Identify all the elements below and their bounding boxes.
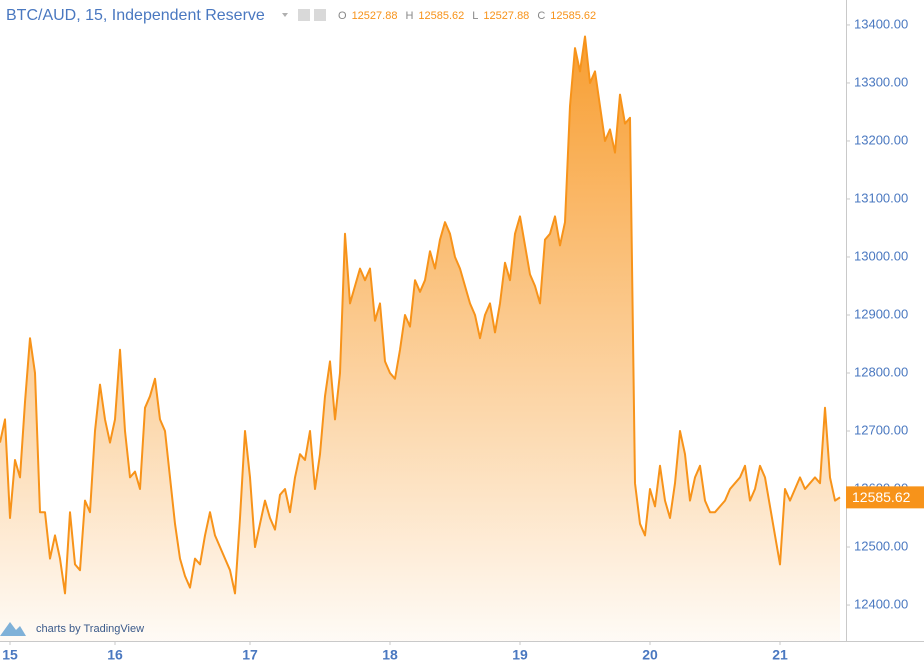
- ohlc-value: 12527.88: [352, 10, 398, 22]
- plot-area: [0, 35, 841, 641]
- ohlc-value: 12585.62: [550, 10, 596, 22]
- settings-icon[interactable]: [298, 9, 310, 21]
- x-tick-label: 18: [382, 647, 398, 663]
- last-price-box: [846, 486, 924, 509]
- tradingview-logo: [0, 622, 26, 636]
- y-tick-label: 13100.00: [854, 190, 908, 205]
- y-tick-label: 13000.00: [854, 248, 908, 263]
- y-tick-label: 12800.00: [854, 364, 908, 379]
- ohlc-legend: O 12527.88 H 12585.62 L 12527.88 C 12585.62: [338, 10, 596, 22]
- x-tick-label: 21: [772, 647, 788, 663]
- credit: charts by TradingView: [36, 623, 144, 635]
- x-tick-label: 16: [107, 647, 123, 663]
- ohlc-value: 12527.88: [483, 10, 529, 22]
- y-tick-label: 12400.00: [854, 596, 908, 611]
- y-tick-label: 13200.00: [854, 132, 908, 147]
- y-tick-label: 13300.00: [854, 74, 908, 89]
- y-tick-label: 12900.00: [854, 306, 908, 321]
- dropdown-icon[interactable]: [282, 13, 288, 17]
- y-tick-label: 12500.00: [854, 538, 908, 553]
- x-tick-label: 20: [642, 647, 658, 663]
- last-price-label: 12585.62: [852, 489, 911, 505]
- x-tick-label: 17: [242, 647, 258, 663]
- chart-title: BTC/AUD, 15, Independent Reserve: [6, 7, 265, 24]
- y-tick-label: 12700.00: [854, 422, 908, 437]
- logo-icon: [0, 622, 26, 636]
- ohlc-value: 12585.62: [418, 10, 464, 22]
- ohlc-key: H: [405, 10, 413, 22]
- visibility-icon[interactable]: [314, 9, 326, 21]
- price-line: [0, 35, 841, 595]
- y-tick-label: 13400.00: [854, 16, 908, 31]
- ohlc-key: O: [338, 10, 347, 22]
- ohlc-key: C: [537, 10, 545, 22]
- x-tick-label: 15: [2, 647, 18, 663]
- ohlc-key: L: [472, 10, 478, 22]
- x-tick-label: 19: [512, 647, 528, 663]
